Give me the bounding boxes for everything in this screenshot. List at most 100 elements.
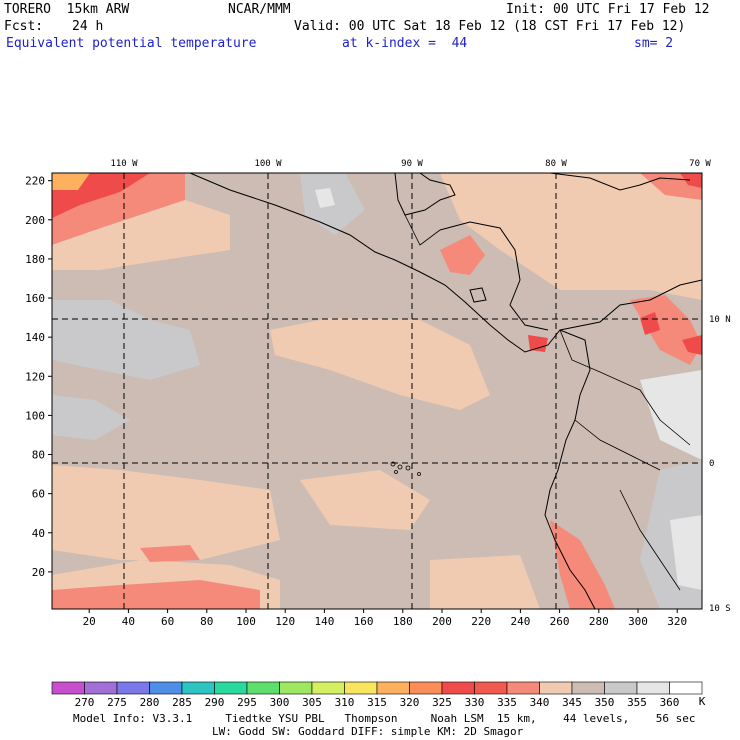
field-shading [52, 173, 702, 609]
colorbar-unit: K [699, 695, 706, 708]
lon-label-90w: 90 W [401, 159, 423, 169]
field-name: Equivalent potential temperature [6, 36, 257, 51]
border-mexico-guatemala [404, 214, 441, 246]
colorbar-swatch [149, 681, 183, 695]
lon-label-100w: 100 W [254, 159, 282, 169]
map-border [51, 172, 703, 610]
colorbar-swatch [506, 681, 540, 695]
x-tick-label: 120 [275, 615, 295, 628]
x-tick-label: 240 [510, 615, 530, 628]
gray-region-west-2 [52, 395, 130, 440]
x-tick-label: 60 [161, 615, 174, 628]
y-tick-label: 40 [32, 527, 45, 540]
cuba-coastline [549, 172, 691, 191]
y-tick-label: 60 [32, 488, 45, 501]
lat-label-10n: 10 N [709, 315, 731, 325]
lat-label-10s: 10 S [709, 604, 731, 614]
colorbar-swatch [376, 681, 410, 695]
colorbar-label: 325 [432, 696, 452, 709]
lat-labels: 10 N 0 10 S [709, 315, 731, 614]
hot-spot-colombia [640, 312, 660, 335]
x-tick-label: 80 [200, 615, 213, 628]
band-ne [440, 173, 702, 300]
colorbar-label: 330 [465, 696, 485, 709]
colorbar-label: 315 [367, 696, 387, 709]
lon-label-70w: 70 W [689, 159, 711, 169]
colorbar-swatch [84, 681, 118, 695]
colorbar-swatch [51, 681, 85, 695]
colorbar-swatch [539, 681, 573, 695]
y-tick-label: 80 [32, 449, 45, 462]
border-colombia [559, 329, 691, 446]
fcst-label: Fcst: [4, 19, 44, 34]
warm-patch-sw [140, 545, 200, 562]
warm-region-sw [52, 580, 260, 609]
colorbar-swatch [116, 681, 150, 695]
pacific-coastline [189, 172, 596, 610]
colorbar-label: 335 [497, 696, 517, 709]
colorbar-label: 295 [237, 696, 257, 709]
init-time: Init: 00 UTC Fri 17 Feb 12 [506, 2, 710, 17]
colorbar-label: 270 [75, 696, 95, 709]
colorbar-swatch [344, 681, 378, 695]
map-panel [51, 172, 703, 610]
colorbar-swatch [246, 681, 280, 695]
colorbar-label: 300 [270, 696, 290, 709]
fcst-value: 24 h [72, 19, 104, 34]
band-sw [52, 465, 280, 560]
border-ecuador-peru [574, 419, 661, 471]
x-tick-label: 320 [667, 615, 687, 628]
colorbar-label: 310 [335, 696, 355, 709]
light-region-se [670, 515, 702, 590]
y-tick-label: 100 [25, 409, 45, 422]
x-axis: 20 40 60 80 100 120 140 160 180 200 220 240 260 280 30… [83, 609, 687, 628]
colorbar-swatch [441, 681, 475, 695]
x-tick-label: 220 [471, 615, 491, 628]
colorbar-swatch [279, 681, 313, 695]
colorbar-swatch [214, 681, 248, 695]
hot-region-ne [680, 173, 702, 188]
smoothing-label: sm= 2 [634, 36, 674, 51]
x-tick-label: 140 [314, 615, 334, 628]
y-tick-label: 200 [25, 214, 45, 227]
galapagos-islands [390, 461, 421, 476]
band-central [270, 318, 490, 410]
y-tick-label: 180 [25, 253, 45, 266]
colorbar-swatch [604, 681, 638, 695]
level-label: at k-index = 44 [342, 36, 468, 51]
colorbar-label: 280 [140, 696, 160, 709]
colorbar-swatch [474, 681, 508, 695]
warm-patch-honduras [440, 235, 485, 275]
lat-label-0: 0 [709, 459, 714, 469]
band-nw [52, 200, 230, 270]
x-tick-label: 20 [83, 615, 96, 628]
center-label: NCAR/MMM [228, 2, 291, 17]
colorbar-label: 290 [205, 696, 225, 709]
hot-spot-panama [528, 335, 548, 352]
y-tick-label: 140 [25, 331, 45, 344]
x-tick-label: 100 [236, 615, 256, 628]
colorbar: 270 275 280 285 290 295 300 305 310 315 320 325 330 3… [51, 681, 703, 709]
x-tick-label: 200 [432, 615, 452, 628]
colorbar-label: 340 [530, 696, 550, 709]
y-tick-label: 160 [25, 292, 45, 305]
y-axis: 20 40 60 80 100 120 140 160 180 200 220 [25, 175, 52, 579]
lon-labels: 110 W 100 W 90 W 80 W 70 W [110, 159, 711, 169]
model-title: TORERO 15km ARW [4, 2, 130, 17]
colorbar-swatch [409, 681, 443, 695]
x-tick-label: 40 [122, 615, 135, 628]
band-south [430, 555, 540, 609]
colorbar-swatch [571, 681, 605, 695]
light-region-mexico [315, 188, 335, 208]
coastlines [189, 172, 703, 610]
x-tick-label: 280 [589, 615, 609, 628]
warm-region-peru [550, 520, 615, 609]
colorbar-swatch [311, 681, 345, 695]
x-tick-label: 180 [393, 615, 413, 628]
y-tick-label: 220 [25, 175, 45, 188]
valid-time: Valid: 00 UTC Sat 18 Feb 12 (18 CST Fri … [294, 19, 686, 34]
colorbar-label: 355 [627, 696, 647, 709]
lon-label-110w: 110 W [110, 159, 138, 169]
lake-nicaragua [469, 287, 487, 303]
x-tick-label: 160 [354, 615, 374, 628]
